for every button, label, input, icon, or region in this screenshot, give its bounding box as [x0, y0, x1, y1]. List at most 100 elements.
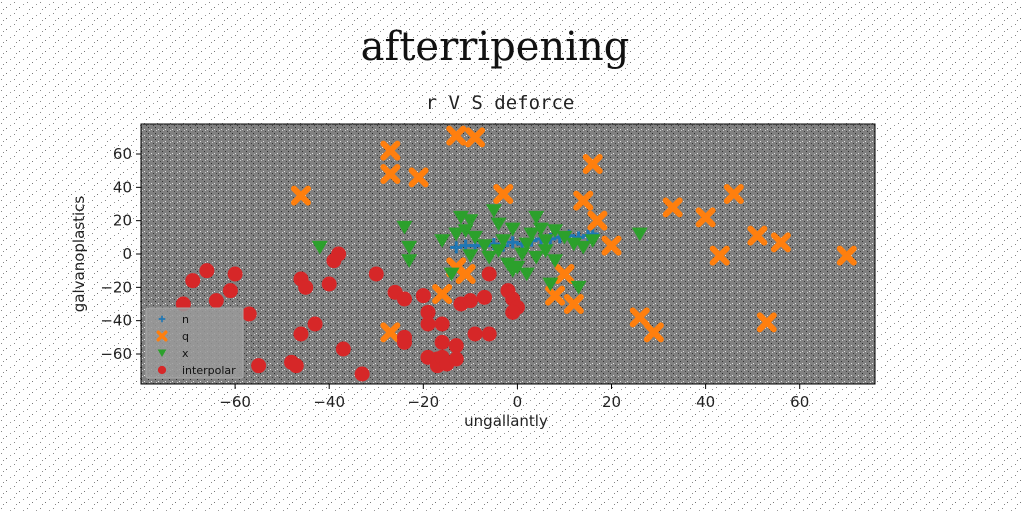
point-q [380, 164, 401, 184]
point-x [443, 267, 460, 282]
point-interpolar [222, 283, 238, 299]
legend-label-x: x [182, 347, 189, 360]
y-axis: 60 40 20 0 −20 −40 −60 [100, 145, 141, 363]
point-q [582, 154, 603, 174]
y-tick-label: −20 [100, 278, 132, 296]
point-interpolar [208, 293, 224, 309]
point-interpolar [396, 334, 412, 350]
point-x [537, 244, 554, 258]
data-marks [175, 125, 857, 382]
point-q [408, 167, 429, 188]
point-x [518, 267, 535, 282]
point-q [723, 184, 744, 204]
point-q [747, 225, 768, 246]
point-interpolar [420, 316, 436, 332]
point-q [465, 127, 486, 148]
point-x [476, 239, 493, 253]
y-axis-label: galvanoplastics [70, 196, 88, 313]
point-x [504, 222, 521, 237]
plot-noise [141, 124, 875, 384]
point-interpolar [321, 276, 337, 292]
point-x [528, 250, 545, 265]
point-interpolar [448, 351, 464, 367]
y-tick-label: 20 [113, 212, 132, 230]
point-x [556, 230, 573, 245]
point-interpolar [505, 304, 521, 320]
point-q [770, 232, 791, 253]
plot-area [141, 124, 875, 384]
point-x [523, 227, 540, 242]
y-tick-label: 60 [113, 145, 132, 163]
point-q [380, 140, 401, 161]
legend-label-n: n [182, 313, 189, 326]
point-x [547, 254, 564, 268]
point-interpolar [288, 358, 304, 374]
y-tick-label: −60 [100, 345, 132, 363]
point-q [643, 322, 664, 343]
point-interpolar [476, 289, 492, 305]
point-x [481, 250, 498, 265]
chart-title: afterripening [361, 24, 630, 70]
point-q [695, 207, 716, 228]
point-interpolar [434, 334, 450, 350]
point-interpolar [293, 326, 309, 342]
x-tick-label: −60 [219, 393, 251, 411]
point-q [493, 184, 514, 204]
point-interpolar [434, 316, 450, 332]
point-interpolar [298, 279, 314, 295]
point-x [448, 227, 465, 242]
legend-label-interpolar: interpolar [182, 364, 236, 377]
point-q [432, 284, 453, 304]
point-x [584, 234, 601, 248]
y-tick-label: 40 [113, 178, 132, 196]
point-q [446, 125, 467, 146]
point-x [504, 264, 521, 278]
point-x [547, 224, 564, 238]
point-q [756, 312, 777, 333]
point-interpolar [307, 316, 323, 332]
chart-subtitle: r V S deforce [426, 92, 575, 114]
x-tick-label: −40 [313, 393, 345, 411]
point-x [401, 240, 418, 255]
point-x [490, 217, 507, 232]
point-q [455, 264, 476, 284]
x-tick-label: 0 [513, 393, 523, 411]
point-x [434, 234, 451, 248]
x-axis-label: ungallantly [464, 412, 548, 430]
point-x [542, 277, 559, 292]
point-interpolar [396, 291, 412, 307]
point-x [457, 224, 474, 238]
series-x [311, 204, 648, 295]
series-q [290, 125, 857, 343]
point-interpolar [481, 266, 497, 282]
point-x [462, 214, 479, 228]
legend-marker-n [158, 315, 166, 323]
point-interpolar [467, 326, 483, 342]
point-x [575, 240, 592, 255]
point-n [450, 241, 463, 254]
point-q [380, 322, 401, 343]
point-interpolar [241, 306, 257, 322]
point-q [662, 197, 683, 218]
point-x [570, 280, 587, 295]
point-x [396, 220, 413, 235]
point-interpolar [420, 304, 436, 320]
point-interpolar [331, 246, 347, 262]
point-interpolar [227, 266, 243, 282]
point-q [554, 264, 575, 284]
legend-label-q: q [182, 330, 189, 343]
x-axis: −60 −40 −20 0 20 40 60 [219, 384, 809, 411]
point-q [563, 294, 584, 314]
point-q [573, 190, 594, 211]
point-x [631, 227, 648, 242]
point-x [462, 249, 479, 263]
legend-marker-interpolar [157, 365, 167, 375]
point-q [601, 235, 622, 256]
point-q [587, 210, 608, 231]
point-x [528, 210, 545, 225]
point-interpolar [462, 293, 478, 309]
legend-marker-q [156, 330, 168, 342]
legend-marker-x [157, 349, 167, 357]
legend: nqx interpolar [145, 307, 244, 379]
